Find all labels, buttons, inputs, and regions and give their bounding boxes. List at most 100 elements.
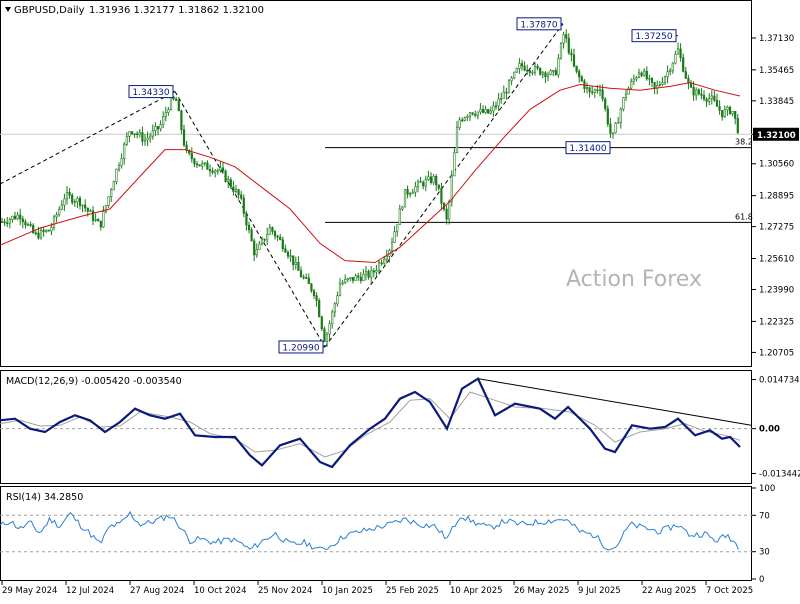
candle-body	[559, 42, 563, 59]
candle-body	[255, 249, 258, 256]
candle-body	[541, 72, 544, 75]
candle-body	[219, 167, 222, 171]
candle-body	[50, 227, 53, 232]
candle-body	[713, 95, 716, 101]
candle-body	[609, 123, 612, 134]
candle-body	[245, 213, 248, 226]
candle-body	[149, 135, 152, 139]
price-tick-label: 1.23990	[759, 286, 794, 296]
dropdown-triangle-icon[interactable]	[5, 7, 11, 12]
candle-body	[518, 63, 521, 69]
time-tick-label: 25 Nov 2024	[258, 586, 312, 596]
candle-body	[216, 169, 219, 172]
candle-body	[357, 275, 360, 278]
candle-body	[492, 105, 495, 112]
candle-body	[539, 67, 542, 75]
candle-body	[645, 70, 648, 80]
candle-body	[544, 72, 547, 78]
time-tick-label: 10 Apr 2025	[450, 586, 503, 596]
time-tick-label: 12 Jul 2024	[66, 586, 114, 596]
price-tick-label: 1.22325	[759, 317, 794, 327]
candle-body	[312, 290, 316, 297]
candle-body	[552, 70, 555, 72]
candle-body	[112, 181, 115, 191]
candle-body	[297, 261, 300, 271]
chart-header: GBPUSD,Daily 1.31936 1.32177 1.31862 1.3…	[5, 5, 264, 16]
candle-body	[247, 224, 251, 231]
candle-body	[375, 270, 378, 273]
time-tick-label: 26 May 2025	[514, 586, 569, 596]
time-tick-label: 27 Aug 2024	[130, 586, 184, 596]
candle-body	[260, 238, 264, 245]
candle-body	[63, 198, 66, 206]
candle-body	[164, 112, 167, 117]
candle-body	[242, 197, 245, 214]
candle-body	[510, 77, 513, 82]
macd-axis: 0.014734 0.00 -0.013442	[752, 376, 800, 479]
candle-body	[409, 193, 412, 195]
candle-body	[445, 208, 448, 220]
candle-body	[718, 106, 721, 111]
candle-body	[229, 179, 232, 188]
candle-body	[372, 270, 375, 273]
candle-body	[307, 277, 310, 284]
candle-body	[383, 259, 386, 264]
candle-body	[159, 124, 162, 130]
candle-body	[3, 221, 6, 224]
candle-body	[39, 229, 43, 239]
candle-body	[458, 119, 461, 128]
candle-body	[658, 84, 661, 86]
candle-body	[320, 316, 323, 330]
rsi-tick-label: 30	[759, 548, 770, 558]
candles	[0, 29, 739, 347]
candle-body	[338, 283, 342, 296]
candle-body	[531, 71, 534, 74]
candle-body	[346, 278, 349, 280]
candle-body	[143, 139, 147, 142]
candle-body	[273, 231, 277, 237]
candle-body	[489, 110, 492, 114]
candle-body	[669, 70, 672, 72]
candle-body	[281, 239, 284, 250]
candle-body	[65, 191, 69, 200]
candle-body	[702, 95, 706, 100]
candle-body	[474, 114, 477, 116]
candle-body	[206, 162, 209, 170]
candle-body	[302, 276, 305, 279]
candle-body	[380, 262, 383, 265]
candle-body	[471, 112, 474, 115]
candle-body	[133, 133, 136, 135]
rsi-line	[0, 510, 739, 551]
candle-body	[354, 275, 357, 281]
candle-body	[593, 89, 596, 93]
candle-body	[432, 175, 435, 183]
price-axis: 1.37130 1.35465 1.33845 1.32100 1.30560 1.288…	[752, 34, 799, 358]
price-panel-frame	[0, 0, 752, 367]
candle-body	[214, 170, 217, 173]
current-price-label: 1.32100	[757, 131, 796, 141]
candle-body	[117, 165, 121, 170]
candle-body	[671, 62, 674, 71]
candle-body	[635, 77, 638, 80]
candle-body	[687, 77, 690, 84]
candle-body	[708, 98, 711, 102]
candle-body	[453, 152, 456, 177]
candle-body	[406, 189, 409, 195]
candle-body	[104, 205, 108, 212]
trendline	[0, 91, 176, 185]
candle-body	[731, 111, 734, 115]
trendlines	[0, 23, 564, 348]
candle-body	[723, 109, 726, 118]
candle-body	[484, 108, 487, 113]
candle-body	[208, 169, 212, 172]
candle-body	[648, 77, 651, 80]
candle-body	[11, 215, 14, 220]
candle-body	[0, 221, 4, 223]
candle-body	[533, 65, 537, 73]
fibonacci-levels: 38.2 61.8	[325, 138, 753, 223]
candle-body	[310, 283, 313, 292]
rsi-grid	[0, 514, 752, 553]
price-annotation-box	[565, 141, 611, 155]
candle-body	[578, 71, 581, 78]
candle-body	[588, 87, 591, 93]
